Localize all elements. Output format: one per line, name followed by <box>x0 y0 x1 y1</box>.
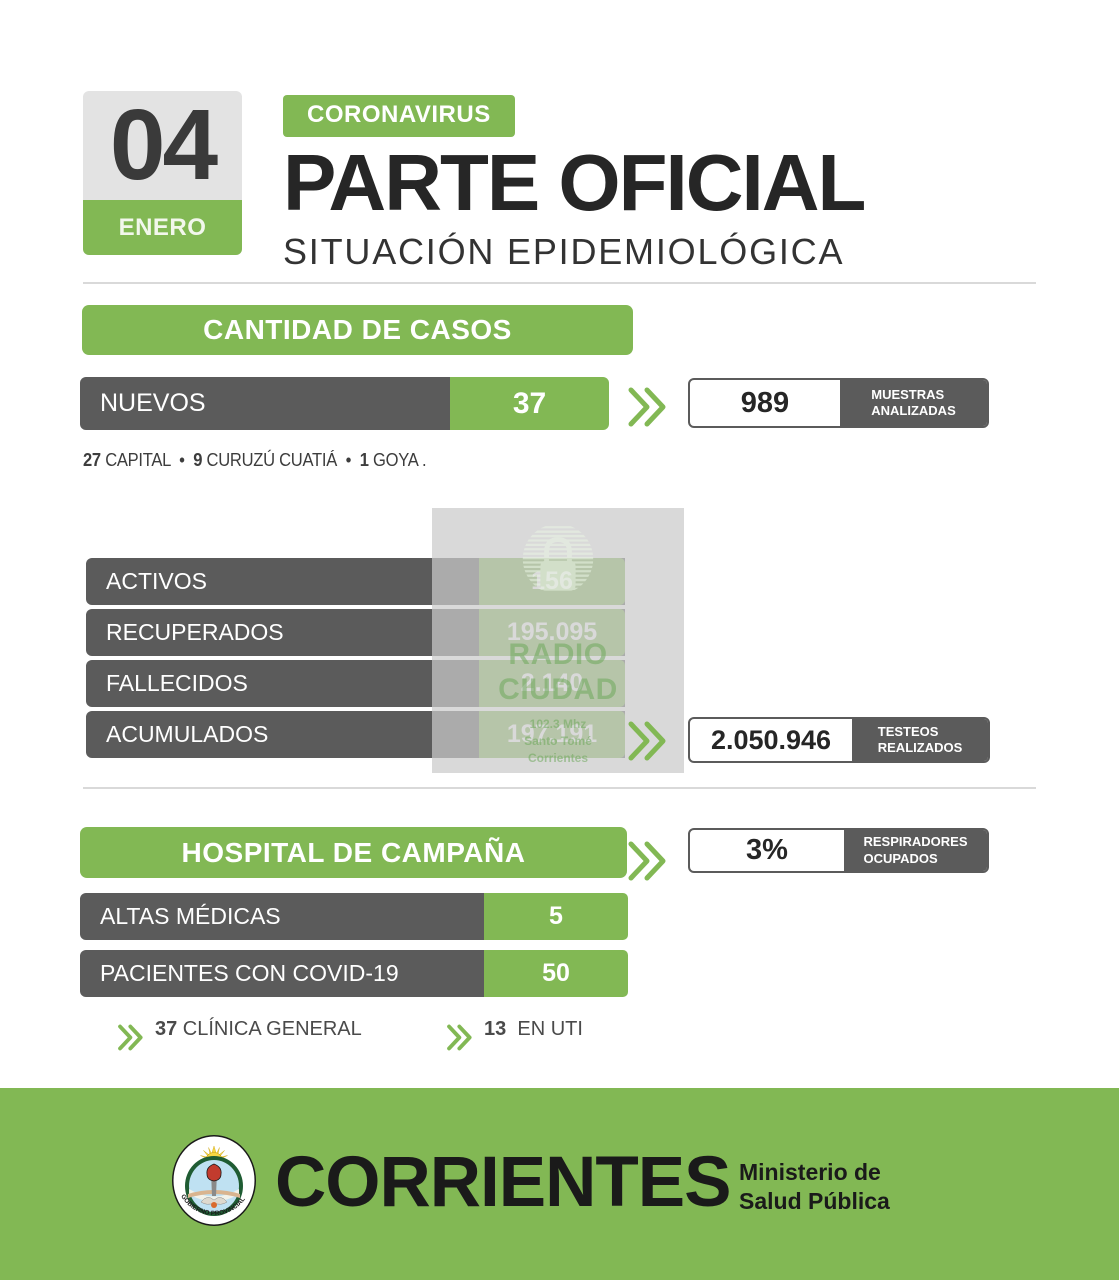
svg-text:GOBIERNO PROVINCIAL: GOBIERNO PROVINCIAL <box>179 1193 247 1217</box>
